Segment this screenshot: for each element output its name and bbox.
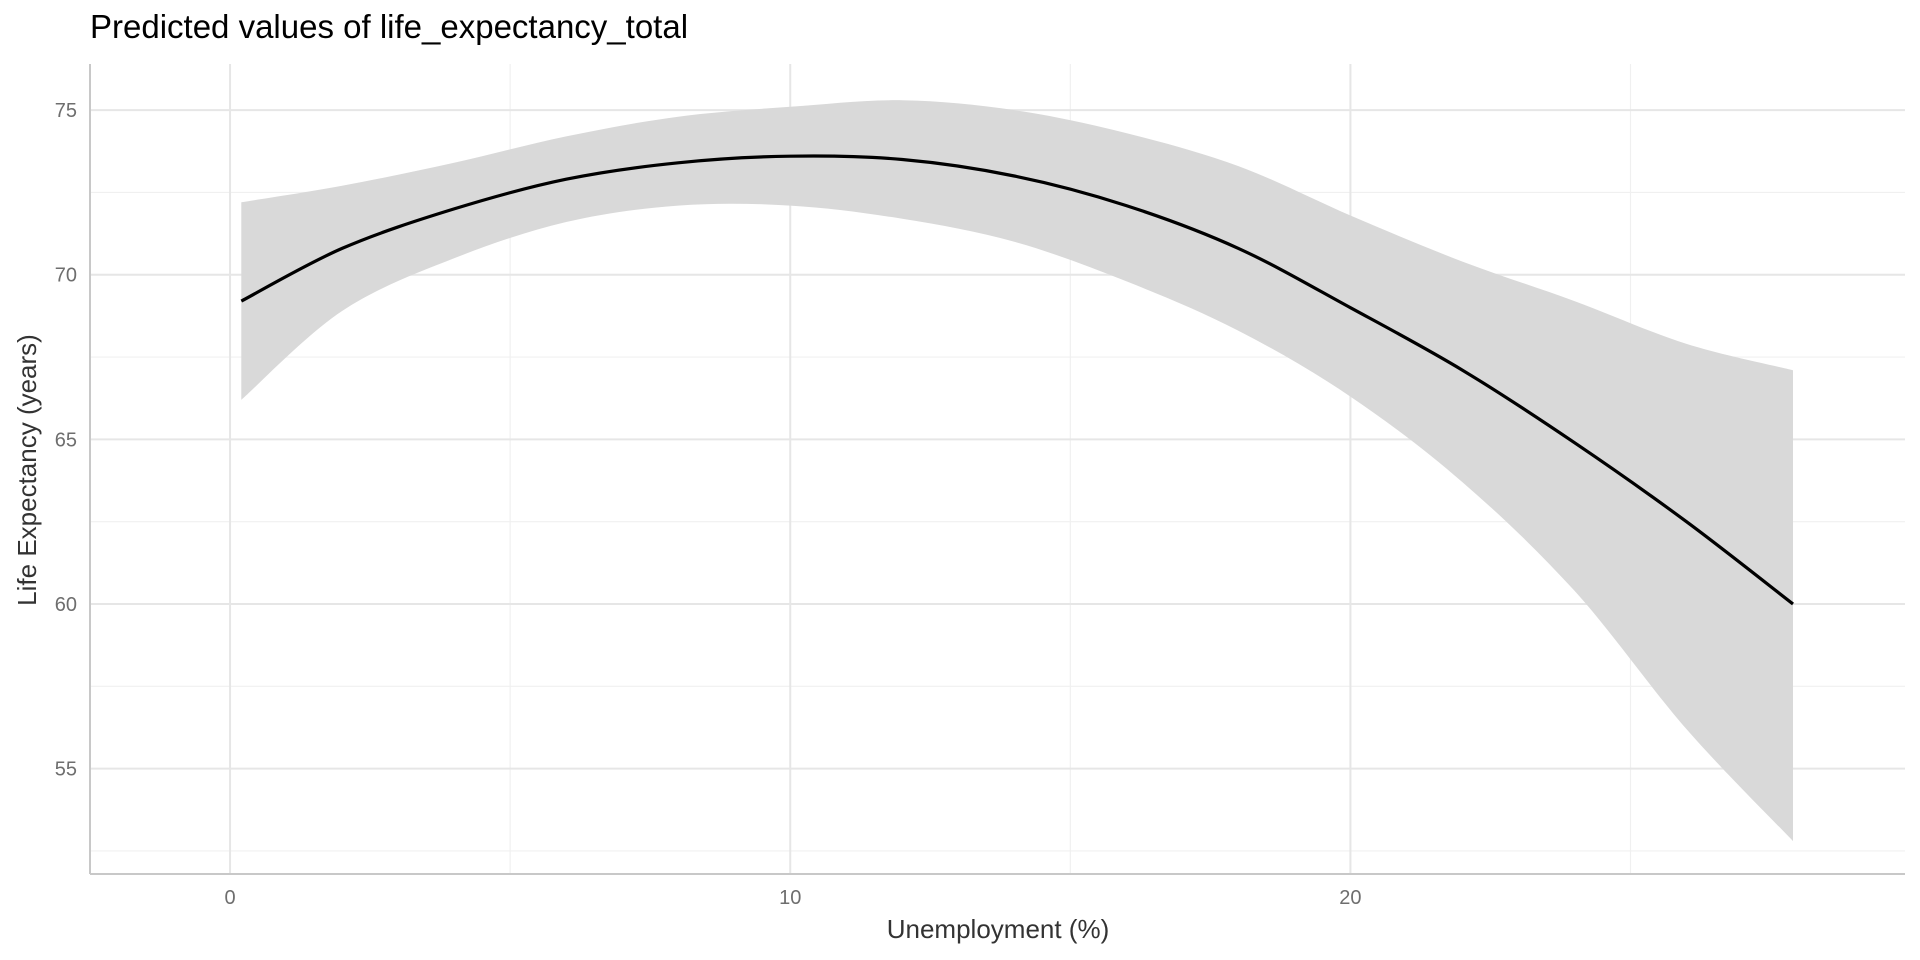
y-tick-label: 70	[55, 265, 77, 287]
x-axis-title: Unemployment (%)	[887, 914, 1110, 944]
y-tick-label: 75	[55, 100, 77, 122]
x-tick-label: 20	[1339, 887, 1361, 909]
y-tick-label: 65	[55, 429, 77, 451]
y-tick-label: 60	[55, 594, 77, 616]
chart-title: Predicted values of life_expectancy_tota…	[90, 8, 688, 45]
axes: 0 10 20 55 60 65 70 75	[55, 64, 1905, 909]
y-tick-label: 55	[55, 759, 77, 781]
x-tick-label: 10	[779, 887, 801, 909]
prediction-line-layer	[240, 154, 1794, 606]
confidence-band	[241, 100, 1793, 842]
confidence-band-layer	[241, 100, 1793, 842]
y-axis-title: Life Expectancy (years)	[12, 334, 42, 606]
x-tick-label: 0	[224, 887, 235, 909]
prediction-line	[240, 154, 1794, 606]
